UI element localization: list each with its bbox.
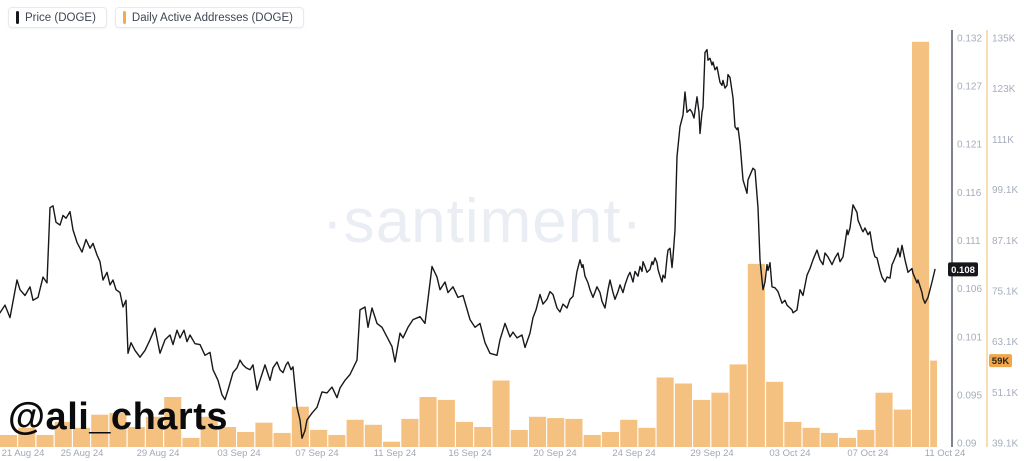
daa-bar: [419, 397, 437, 447]
date-tick-label: 07 Sep 24: [295, 448, 338, 459]
daa-bar: [346, 419, 364, 447]
daa-bar: [693, 399, 711, 447]
date-tick-label: 11 Oct 24: [925, 448, 966, 459]
daa-bar: [510, 429, 528, 447]
price-tick-label: 0.121: [957, 140, 982, 151]
daa-bar: [0, 435, 18, 447]
price-line: [0, 48, 936, 439]
addr-tick-label: 99.1K: [992, 185, 1018, 196]
daa-bar: [583, 435, 601, 447]
daa-bar: [620, 419, 638, 447]
daa-bar: [182, 437, 200, 447]
daa-series-swatch: [122, 11, 126, 24]
date-tick-label: 25 Aug 24: [61, 448, 104, 459]
price-tick-label: 0.09: [957, 439, 977, 450]
price-series-swatch: [16, 11, 19, 24]
daa-bar: [912, 41, 930, 448]
price-tick-label: 0.127: [957, 82, 982, 93]
daa-bar: [255, 422, 273, 447]
daa-bar: [766, 381, 784, 447]
daa-bar: [565, 418, 583, 447]
addr-tick-label: 39.1K: [992, 439, 1018, 450]
legend-item-daa[interactable]: Daily Active Addresses (DOGE): [114, 7, 304, 28]
daa-bar: [54, 421, 72, 447]
addr-tick-label: 63.1K: [992, 337, 1018, 348]
price-current-badge: [948, 262, 978, 277]
date-tick-label: 29 Sep 24: [690, 448, 733, 459]
daa-bar: [437, 399, 455, 447]
date-tick-label: 07 Oct 24: [847, 448, 888, 459]
daa-bar: [164, 397, 182, 447]
price-tick-label: 0.132: [957, 34, 982, 45]
addr-tick-label: 135K: [992, 34, 1016, 45]
date-tick-label: 11 Sep 24: [374, 448, 417, 459]
daa-bar: [328, 435, 346, 447]
daa-bar: [237, 432, 255, 447]
daa-bar: [145, 416, 163, 447]
addr-current-badge: [989, 354, 1012, 368]
legend: Price (DOGE) Daily Active Addresses (DOG…: [8, 7, 304, 28]
price-tick-label: 0.106: [957, 284, 982, 295]
date-tick-label: 16 Sep 24: [448, 448, 491, 459]
daa-bar: [456, 421, 474, 447]
daa-bar: [18, 427, 36, 447]
daa-bar: [73, 427, 91, 447]
daa-bar: [364, 424, 382, 447]
legend-item-price[interactable]: Price (DOGE): [8, 7, 107, 28]
legend-item-price-label: Price (DOGE): [25, 11, 96, 24]
daa-bar: [36, 435, 54, 447]
daa-bar: [273, 432, 291, 447]
daa-bar: [200, 416, 218, 447]
date-tick-label: 21 Aug 24: [2, 448, 45, 459]
daa-bar: [674, 383, 692, 447]
addr-tick-label: 51.1K: [992, 388, 1018, 399]
price-current-label: 0.108: [951, 265, 975, 276]
daa-bar: [638, 427, 656, 447]
daa-bar: [109, 413, 127, 447]
daa-bar: [492, 380, 510, 447]
legend-item-daa-label: Daily Active Addresses (DOGE): [131, 11, 293, 24]
date-tick-label: 20 Sep 24: [533, 448, 576, 459]
daa-bar: [930, 360, 937, 447]
daa-bar: [893, 409, 911, 447]
daa-bar: [529, 416, 547, 447]
daa-bar: [310, 429, 328, 447]
daa-bar: [820, 432, 838, 447]
addr-tick-label: 111K: [992, 135, 1014, 146]
date-tick-label: 03 Sep 24: [217, 448, 260, 459]
author-handle: @ali_charts: [8, 396, 228, 438]
daa-bar: [729, 364, 747, 447]
daa-bar: [747, 263, 765, 447]
addr-current-label: 59K: [992, 356, 1010, 367]
price-tick-label: 0.095: [957, 390, 982, 401]
price-tick-label: 0.111: [957, 236, 981, 247]
daa-bar: [401, 418, 419, 447]
daa-bar: [875, 392, 893, 447]
daa-bar: [547, 418, 565, 447]
daa-bar: [127, 427, 145, 447]
daa-bar: [383, 441, 401, 447]
addr-tick-label: 75.1K: [992, 286, 1018, 297]
daa-bar: [656, 377, 674, 447]
daa-bar: [218, 427, 236, 447]
daa-bar: [474, 427, 492, 447]
daa-bar: [601, 432, 619, 447]
price-tick-label: 0.101: [957, 332, 982, 343]
daa-bar: [802, 427, 820, 447]
addr-tick-label: 123K: [992, 84, 1016, 95]
santiment-watermark: ·santiment·: [322, 187, 644, 256]
addr-tick-label: 87.1K: [992, 236, 1018, 247]
daa-bar: [91, 414, 109, 447]
daa-bar: [784, 421, 802, 447]
date-tick-label: 29 Aug 24: [137, 448, 180, 459]
daa-bar: [857, 429, 875, 447]
date-tick-label: 24 Sep 24: [612, 448, 655, 459]
date-tick-label: 03 Oct 24: [769, 448, 810, 459]
price-tick-label: 0.116: [957, 188, 982, 199]
daa-bar: [711, 392, 729, 447]
daa-bar: [839, 437, 857, 447]
